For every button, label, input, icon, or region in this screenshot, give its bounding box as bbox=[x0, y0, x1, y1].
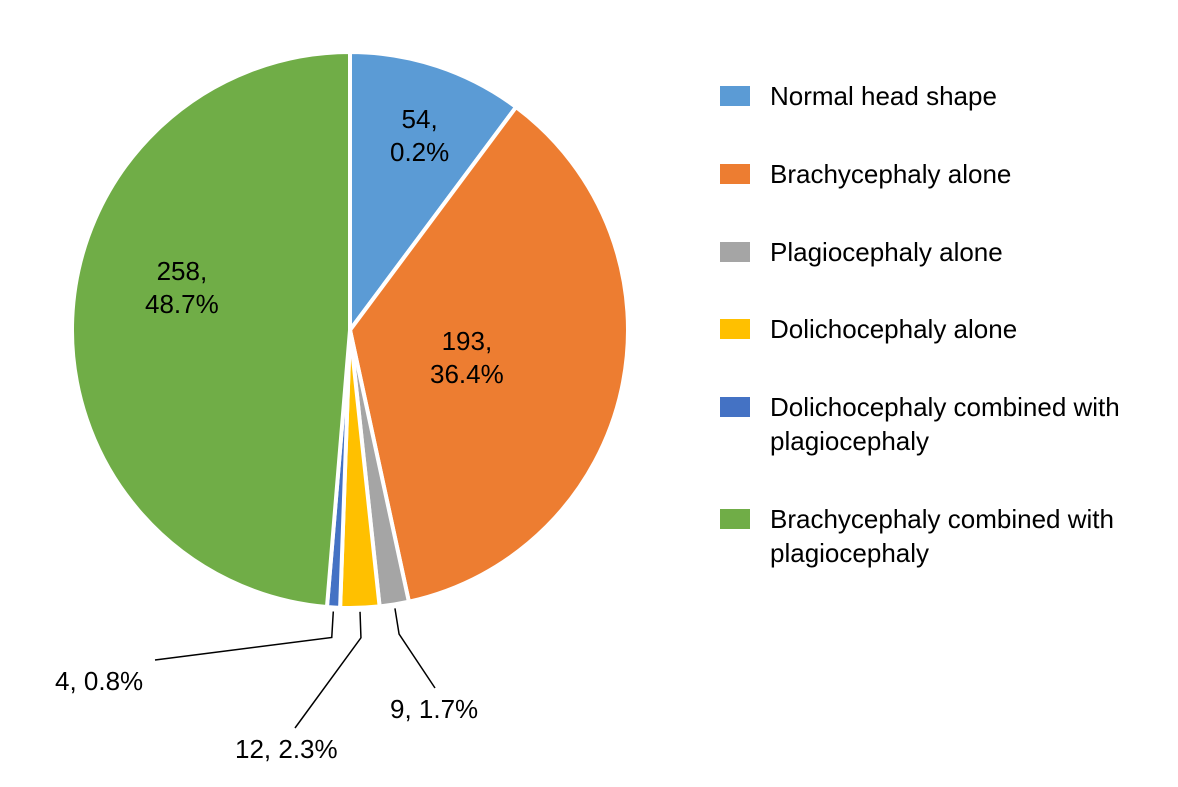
pie-chart: 54, 0.2% 193, 36.4% 258, 48.7% 9, 1.7% 1… bbox=[40, 20, 660, 780]
leader-line bbox=[395, 608, 435, 688]
legend-swatch bbox=[720, 397, 750, 417]
legend: Normal head shape Brachycephaly alone Pl… bbox=[720, 80, 1150, 614]
slice-label-plagio-alone: 9, 1.7% bbox=[390, 693, 478, 726]
leader-line bbox=[295, 612, 361, 728]
legend-item: Dolichocephaly combined with plagiocepha… bbox=[720, 391, 1150, 459]
slice-label-dolicho-alone: 12, 2.3% bbox=[235, 733, 338, 766]
legend-item: Brachycephaly alone bbox=[720, 158, 1150, 192]
legend-item: Plagiocephaly alone bbox=[720, 236, 1150, 270]
legend-swatch bbox=[720, 509, 750, 529]
legend-label: Brachycephaly combined with plagiocephal… bbox=[770, 503, 1130, 571]
legend-label: Dolichocephaly combined with plagiocepha… bbox=[770, 391, 1130, 459]
legend-label: Plagiocephaly alone bbox=[770, 236, 1003, 270]
legend-swatch bbox=[720, 86, 750, 106]
legend-swatch bbox=[720, 319, 750, 339]
legend-item: Brachycephaly combined with plagiocephal… bbox=[720, 503, 1150, 571]
pie-slice bbox=[72, 52, 350, 607]
legend-item: Normal head shape bbox=[720, 80, 1150, 114]
legend-item: Dolichocephaly alone bbox=[720, 313, 1150, 347]
leader-line bbox=[155, 612, 333, 660]
legend-label: Dolichocephaly alone bbox=[770, 313, 1017, 347]
pie-graphic bbox=[70, 50, 630, 610]
slice-label-brachy-alone: 193, 36.4% bbox=[430, 325, 504, 390]
pie-svg bbox=[70, 50, 630, 610]
slice-label-dolicho-plagio: 4, 0.8% bbox=[55, 665, 143, 698]
legend-label: Normal head shape bbox=[770, 80, 997, 114]
slice-label-normal: 54, 0.2% bbox=[390, 103, 449, 168]
legend-label: Brachycephaly alone bbox=[770, 158, 1011, 192]
legend-swatch bbox=[720, 164, 750, 184]
legend-swatch bbox=[720, 242, 750, 262]
slice-label-brachy-plagio: 258, 48.7% bbox=[145, 255, 219, 320]
